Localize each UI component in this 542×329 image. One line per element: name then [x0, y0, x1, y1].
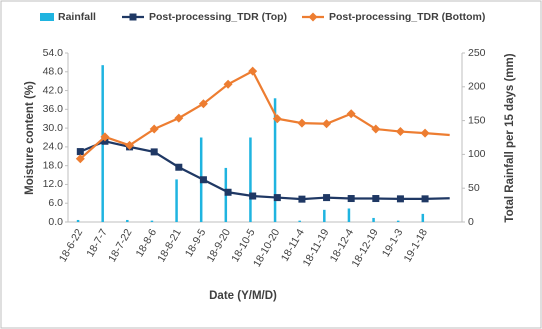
y-tick-label: 0.0	[48, 216, 63, 228]
marker	[199, 176, 207, 184]
bar	[150, 220, 154, 222]
bar	[421, 213, 425, 222]
marker	[273, 194, 281, 202]
legend-marker	[129, 13, 137, 21]
marker	[272, 114, 282, 124]
marker	[224, 188, 232, 196]
line	[79, 69, 450, 160]
marker	[76, 148, 84, 156]
marker	[346, 109, 356, 119]
y-tick-label: 12.0	[43, 178, 64, 190]
marker	[323, 194, 331, 202]
bar	[76, 219, 80, 222]
y2-axis-title: Total Rainfall per 15 days (mm)	[504, 53, 516, 222]
line	[79, 140, 450, 201]
marker	[100, 132, 110, 142]
marker	[297, 118, 307, 128]
y2-tick-label: 150	[468, 114, 486, 126]
marker	[223, 79, 233, 89]
x-axis-title: Date (Y/M/D)	[209, 290, 277, 302]
legend-swatch	[40, 13, 54, 21]
legend-label: Post-processing_TDR (Bottom)	[329, 11, 485, 23]
marker	[396, 195, 404, 203]
bar	[372, 217, 375, 222]
y-tick-label: 18.0	[43, 159, 64, 171]
marker	[372, 195, 380, 203]
marker	[150, 148, 158, 156]
bar	[273, 98, 277, 222]
y-axis-title: Moisture content (%)	[24, 81, 36, 195]
marker	[75, 154, 85, 164]
legend-label: Rainfall	[58, 11, 96, 23]
y-tick-label: 24.0	[43, 141, 64, 153]
y-tick-label: 54.0	[43, 47, 64, 59]
bar	[175, 179, 178, 222]
marker	[347, 195, 355, 203]
bar	[347, 208, 351, 222]
y-tick-label: 48.0	[43, 66, 64, 78]
marker	[371, 124, 381, 134]
y-tick-label: 6.0	[48, 197, 63, 209]
bar	[396, 220, 400, 222]
marker	[149, 124, 159, 134]
y2-tick-label: 0	[468, 216, 474, 228]
y2-tick-label: 100	[468, 148, 486, 160]
marker	[174, 113, 184, 123]
legend-marker	[308, 12, 318, 22]
marker	[322, 119, 332, 129]
marker	[298, 195, 306, 203]
y2-tick-label: 250	[468, 47, 486, 59]
y2-tick-label: 200	[468, 81, 486, 93]
marker	[395, 127, 405, 137]
marker	[175, 163, 183, 171]
marker	[421, 195, 429, 203]
y2-tick-label: 50	[468, 182, 480, 194]
legend-label: Post-processing_TDR (Top)	[149, 11, 287, 23]
marker	[248, 66, 258, 76]
marker	[420, 128, 430, 138]
y-tick-label: 30.0	[43, 122, 64, 134]
marker	[198, 99, 208, 109]
marker	[249, 192, 257, 200]
y-tick-label: 36.0	[43, 103, 64, 115]
bar	[126, 219, 129, 222]
marker	[125, 140, 135, 150]
y-tick-label: 42.0	[43, 84, 64, 96]
bar	[298, 220, 301, 222]
bar	[323, 209, 326, 222]
bar	[249, 137, 252, 222]
